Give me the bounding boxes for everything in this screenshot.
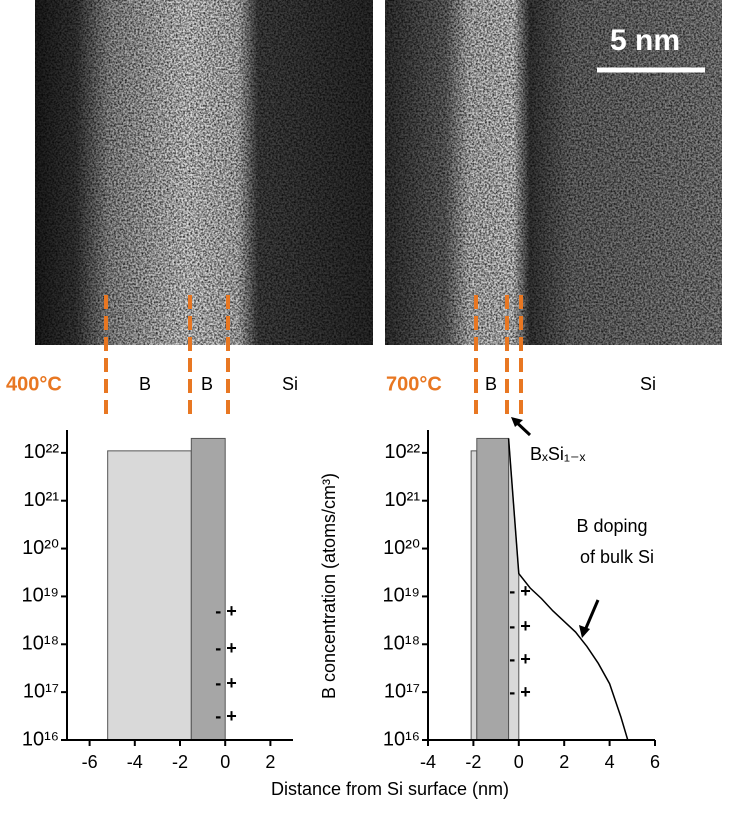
y-tick-label: 10¹⁶ — [22, 728, 59, 750]
layer-region — [190, 437, 226, 741]
y-tick-label: 10¹⁹ — [22, 585, 59, 607]
y-tick-label: 10²² — [384, 441, 420, 463]
layer-region — [107, 450, 192, 741]
y-tick-label: 10¹⁸ — [383, 633, 420, 655]
arrow-head — [579, 625, 590, 638]
layer-label: Si — [640, 374, 656, 394]
y-tick-label: 10²¹ — [384, 489, 420, 511]
charge-label: - + — [509, 581, 531, 601]
temperature: 700°C — [386, 373, 442, 395]
y-tick-label: 10²¹ — [23, 489, 59, 511]
charge-label: - + — [215, 638, 237, 658]
y-tick-label: 10¹⁹ — [383, 585, 420, 607]
temperature: 400°C — [6, 373, 62, 395]
y-tick-label: 10¹⁸ — [22, 633, 59, 655]
x-tick-label: -4 — [420, 752, 436, 772]
profile-line — [507, 438, 629, 741]
charge-label: - + — [215, 601, 237, 621]
y-tick-label: 10¹⁶ — [383, 728, 420, 750]
x-tick-label: 0 — [514, 752, 524, 772]
charge-label: - + — [215, 673, 237, 693]
annotation: B doping — [576, 516, 647, 536]
annotation: BₓSi₁₋ₓ — [530, 444, 585, 464]
layer-label: B — [139, 374, 151, 394]
x-tick-label: -6 — [82, 752, 98, 772]
charge-label: - + — [215, 706, 237, 726]
x-axis-label: Distance from Si surface (nm) — [271, 779, 509, 799]
y-tick-label: 10¹⁷ — [384, 680, 420, 702]
scale-bar-label: 5 nm — [610, 24, 680, 57]
layer-label: B — [201, 374, 213, 394]
y-tick-label: 10²⁰ — [383, 537, 420, 559]
y-axis-label: B concentration (atoms/cm³) — [319, 473, 339, 699]
tem-texture — [35, 0, 373, 345]
charge-label: - + — [509, 682, 531, 702]
tem-texture — [385, 0, 722, 345]
annotation: of bulk Si — [580, 547, 654, 567]
y-tick-label: 10²⁰ — [22, 537, 59, 559]
layer-region — [470, 450, 478, 741]
x-tick-label: 4 — [605, 752, 615, 772]
arrow-head — [511, 417, 523, 427]
charge-label: - + — [509, 616, 531, 636]
x-tick-label: 2 — [265, 752, 275, 772]
charge-label: - + — [509, 649, 531, 669]
x-tick-label: 2 — [559, 752, 569, 772]
x-tick-label: 6 — [650, 752, 660, 772]
layer-region — [476, 437, 510, 741]
y-tick-label: 10²² — [23, 441, 59, 463]
x-tick-label: -2 — [465, 752, 481, 772]
layer-label: Si — [282, 374, 298, 394]
arrow — [584, 599, 600, 629]
layer-label: B — [485, 374, 497, 394]
x-tick-label: 0 — [220, 752, 230, 772]
y-tick-label: 10¹⁷ — [23, 680, 59, 702]
x-tick-label: -4 — [127, 752, 143, 772]
x-tick-label: -2 — [172, 752, 188, 772]
